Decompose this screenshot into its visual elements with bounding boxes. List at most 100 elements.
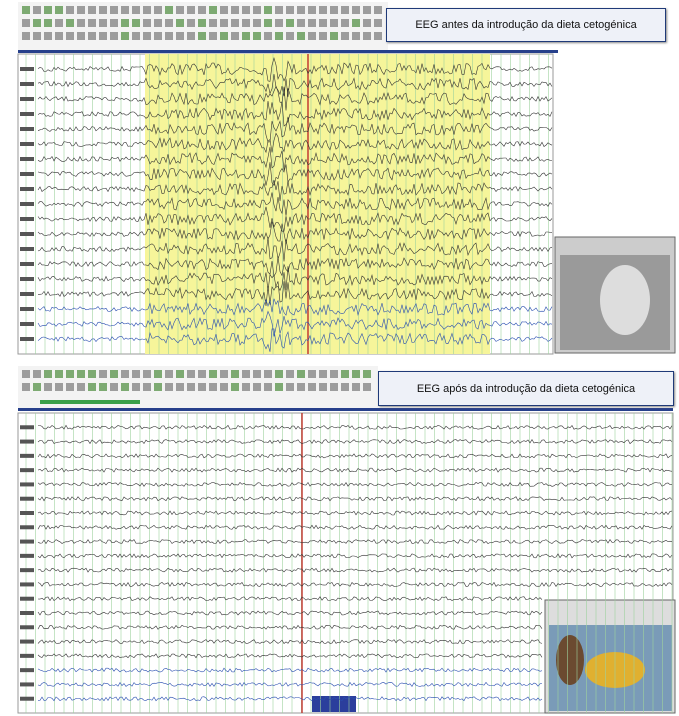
tool-icon [352, 370, 360, 378]
tool-icon [99, 32, 107, 40]
tool-icon [363, 383, 371, 391]
tool-icon [319, 6, 327, 14]
tool-icon [132, 383, 140, 391]
tool-icon [99, 6, 107, 14]
tool-icon [319, 370, 327, 378]
tool-icon [187, 383, 195, 391]
tool-icon [154, 32, 162, 40]
tool-icon [253, 370, 261, 378]
tool-icon [198, 19, 206, 27]
channel-label [20, 454, 34, 458]
tool-icon [99, 370, 107, 378]
tool-icon [319, 32, 327, 40]
tool-icon [22, 19, 30, 27]
tool-icon [55, 370, 63, 378]
tool-icon [143, 370, 151, 378]
tool-icon [187, 32, 195, 40]
tool-icon [341, 370, 349, 378]
tool-icon [220, 6, 228, 14]
tool-icon [352, 19, 360, 27]
tool-icon [198, 370, 206, 378]
tool-icon [154, 19, 162, 27]
tool-icon [110, 32, 118, 40]
tool-icon [121, 383, 129, 391]
tool-icon [66, 383, 74, 391]
tool-icon [33, 370, 41, 378]
tool-icon [176, 19, 184, 27]
tool-icon [22, 370, 30, 378]
tool-icon [88, 370, 96, 378]
tool-icon [99, 19, 107, 27]
tool-icon [143, 383, 151, 391]
tool-icon [308, 6, 316, 14]
tool-icon [132, 19, 140, 27]
tool-icon [22, 32, 30, 40]
tool-icon [286, 6, 294, 14]
tool-icon [176, 6, 184, 14]
tool-icon [110, 6, 118, 14]
channel-label [20, 697, 34, 701]
tool-icon [231, 19, 239, 27]
tool-icon [121, 6, 129, 14]
tool-icon [308, 19, 316, 27]
channel-label [20, 337, 34, 341]
tool-icon [165, 6, 173, 14]
tool-icon [55, 383, 63, 391]
tool-icon [165, 32, 173, 40]
channel-label [20, 217, 34, 221]
tool-icon [308, 32, 316, 40]
channel-label [20, 97, 34, 101]
tool-icon [231, 370, 239, 378]
channel-label [20, 468, 34, 472]
channel-label [20, 127, 34, 131]
caption: EEG após da introdução da dieta cetogéni… [378, 371, 674, 406]
tool-icon [308, 370, 316, 378]
tool-icon [374, 6, 382, 14]
tool-icon [44, 383, 52, 391]
tool-icon [231, 383, 239, 391]
tool-icon [363, 6, 371, 14]
tool-icon [275, 6, 283, 14]
tool-icon [209, 383, 217, 391]
channel-label [20, 497, 34, 501]
tool-icon [330, 383, 338, 391]
tool-icon [209, 19, 217, 27]
channel-label [20, 67, 34, 71]
tool-icon [165, 370, 173, 378]
tool-icon [253, 32, 261, 40]
tool-icon [77, 383, 85, 391]
tool-icon [77, 19, 85, 27]
tool-icon [242, 32, 250, 40]
tool-icon [264, 32, 272, 40]
channel-label [20, 187, 34, 191]
tool-icon [220, 383, 228, 391]
caption: EEG antes da introdução da dieta cetogén… [386, 8, 666, 42]
tool-icon [286, 383, 294, 391]
tool-icon [77, 32, 85, 40]
tool-icon [363, 370, 371, 378]
channel-label [20, 625, 34, 629]
tool-icon [242, 383, 250, 391]
channel-label [20, 668, 34, 672]
tool-icon [264, 19, 272, 27]
channel-label [20, 262, 34, 266]
channel-label [20, 440, 34, 444]
tool-icon [341, 19, 349, 27]
tool-icon [66, 32, 74, 40]
tool-icon [121, 370, 129, 378]
tool-icon [297, 6, 305, 14]
tool-icon [308, 383, 316, 391]
status-box [312, 696, 356, 712]
tool-icon [341, 6, 349, 14]
toolbar-divider [18, 50, 558, 53]
video-figure [600, 265, 650, 335]
tool-icon [209, 6, 217, 14]
tool-icon [330, 19, 338, 27]
tool-icon [187, 19, 195, 27]
tool-icon [231, 6, 239, 14]
tool-icon [352, 6, 360, 14]
channel-label [20, 511, 34, 515]
toolbar-divider [18, 408, 673, 411]
tool-icon [22, 6, 30, 14]
channel-label [20, 554, 34, 558]
